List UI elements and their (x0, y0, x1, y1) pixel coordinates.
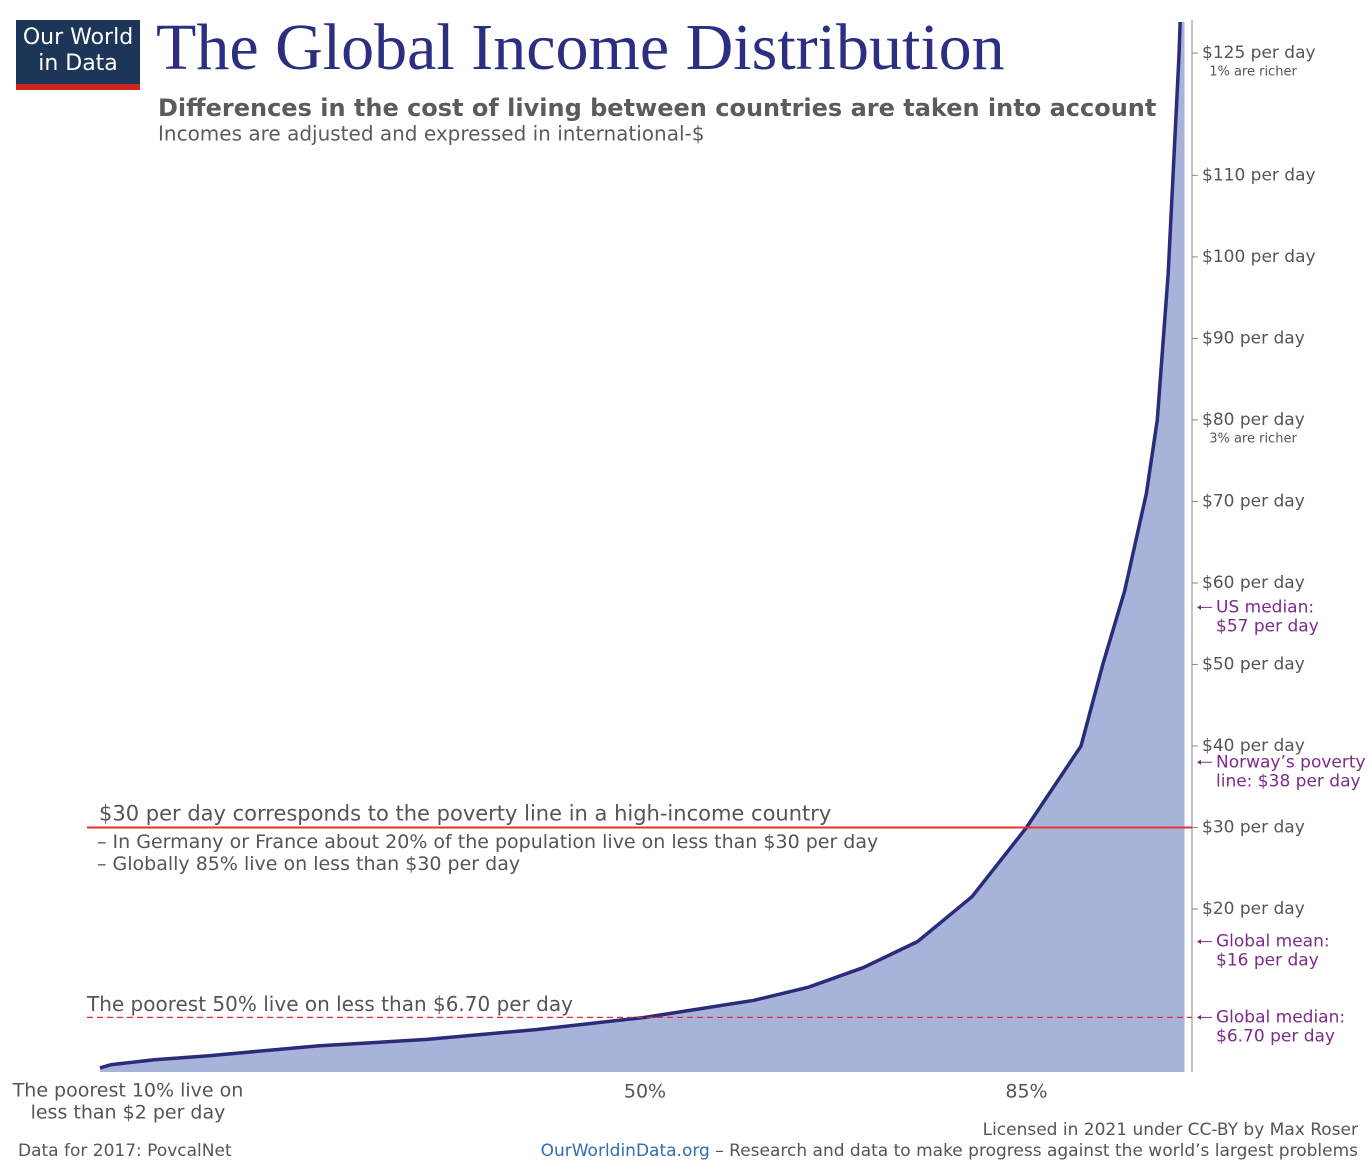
annotation-arrowhead (1197, 939, 1201, 945)
y-tick-label: $100 per day (1202, 247, 1316, 267)
logo-text: in Data (38, 51, 118, 76)
license: Licensed in 2021 under CC-BY by Max Rose… (983, 1120, 1358, 1140)
annotation-arrowhead (1197, 604, 1201, 610)
annotation-text: Norway’s poverty (1216, 752, 1366, 772)
annotation-text: Global median: (1216, 1007, 1345, 1027)
annotation-text: Global mean: (1216, 932, 1330, 952)
tagline: – Research and data to make progress aga… (710, 1141, 1358, 1161)
chart-title: The Global Income Distribution (156, 11, 1005, 84)
y-tick-label: $40 per day (1202, 736, 1305, 756)
annotation-text: $6.70 per day (1216, 1026, 1335, 1046)
note: Incomes are adjusted and expressed in in… (158, 122, 704, 146)
plot (99, 22, 1185, 1072)
x-note: less than $2 per day (31, 1102, 226, 1124)
tick-note: 1% are richer (1209, 65, 1297, 80)
y-tick-label: $70 per day (1202, 491, 1305, 511)
annotation-text: $16 per day (1216, 951, 1319, 971)
area (100, 22, 1185, 1072)
y-tick-label: $20 per day (1202, 899, 1305, 919)
annotation-arrowhead (1197, 759, 1201, 765)
reference-label: $30 per day corresponds to the poverty l… (99, 801, 831, 825)
y-tick-label: $50 per day (1202, 654, 1305, 674)
x-tick-label: 85% (1005, 1081, 1047, 1103)
annotation-text: line: $38 per day (1216, 771, 1361, 791)
tick-note: 3% are richer (1209, 431, 1297, 446)
annotation-text: US median: (1216, 597, 1314, 617)
reference-label: The poorest 50% live on less than $6.70 … (86, 992, 573, 1016)
logo-bar (16, 84, 140, 90)
y-tick-label: $30 per day (1202, 817, 1305, 837)
subtitle: Differences in the cost of living betwee… (158, 94, 1156, 122)
y-tick-label: $90 per day (1202, 328, 1305, 348)
line (99, 22, 1182, 1070)
site[interactable]: OurWorldinData.org (541, 1141, 710, 1161)
y-tick-label: $125 per day (1202, 43, 1316, 63)
source: Data for 2017: PovcalNet (18, 1141, 232, 1161)
x-note: The poorest 10% live on (12, 1080, 244, 1102)
annotation-arrowhead (1197, 1014, 1201, 1020)
logo-box (16, 20, 140, 84)
x-tick-label: 50% (624, 1081, 666, 1103)
reference-note: – Globally 85% live on less than $30 per… (97, 853, 520, 875)
y-tick-label: $60 per day (1202, 573, 1305, 593)
y-tick-label: $80 per day (1202, 410, 1305, 430)
y-tick-label: $110 per day (1202, 165, 1316, 185)
logo-text: Our World (23, 25, 133, 50)
annotation-text: $57 per day (1216, 616, 1319, 636)
reference-note: – In Germany or France about 20% of the … (97, 831, 878, 853)
footer: OurWorldinData.org – Research and data t… (541, 1141, 1359, 1161)
